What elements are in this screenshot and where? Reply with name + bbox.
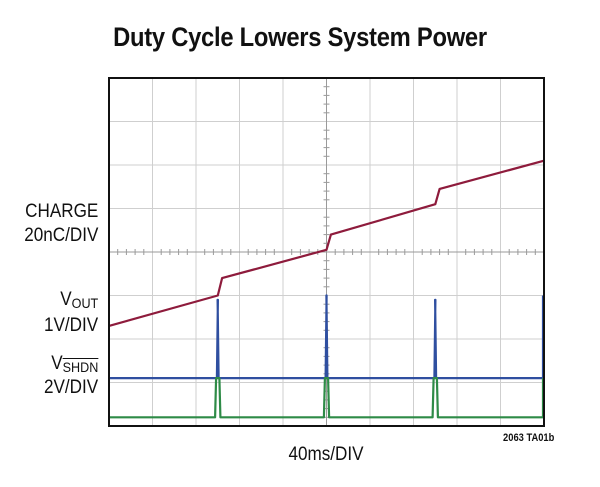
trace-v-out [108, 294, 545, 380]
scope-traces [108, 159, 545, 419]
vout-label-sub: OUT [71, 295, 98, 311]
vshdn-label-v: V [50, 353, 63, 374]
vout-scale-label: 1V/DIV [43, 315, 98, 336]
charge-scale-label: 20nC/DIV [23, 225, 98, 246]
trace-charge [108, 159, 545, 327]
vout-label-v: V [59, 289, 72, 310]
trace-v-shdn [109, 377, 545, 419]
chart-title: Duty Cycle Lowers System Power [113, 22, 487, 52]
figure-id: 2063 TA01b [502, 432, 554, 444]
x-axis-label: 40ms/DIV [288, 444, 364, 465]
vshdn-label-sub: SHDN [62, 359, 98, 375]
vout-label: VOUT [60, 288, 98, 315]
plot-frame [108, 77, 545, 427]
vshdn-label: VSHDN [51, 352, 98, 379]
vshdn-scale-label: 2V/DIV [43, 377, 98, 398]
charge-label: CHARGE [24, 201, 98, 222]
